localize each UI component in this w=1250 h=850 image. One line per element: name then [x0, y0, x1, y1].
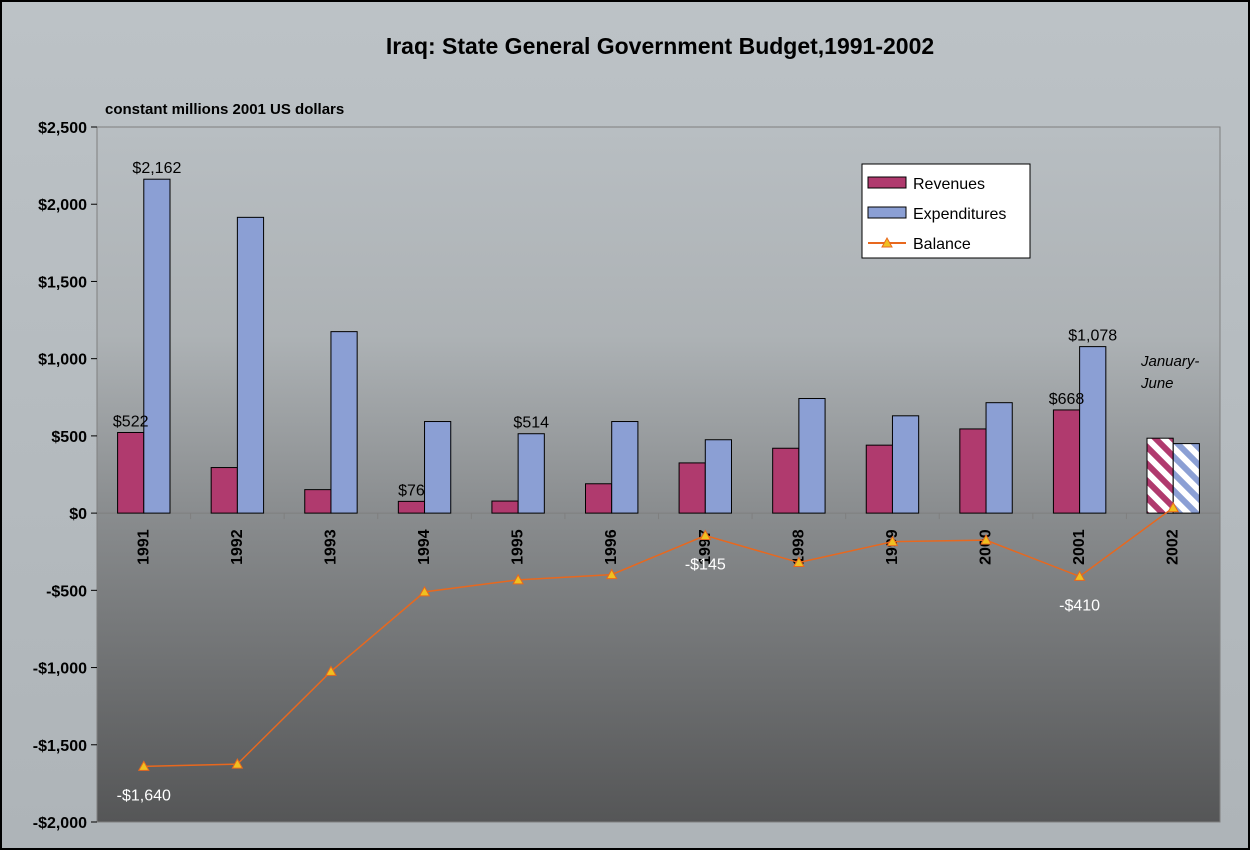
x-tick-label-2000: 2000 [978, 529, 995, 565]
balance-marker-1996 [605, 568, 618, 580]
balance-marker-2000 [980, 534, 992, 545]
data-label-balance-1991: -$1,640 [117, 787, 171, 804]
bar-expenditures-2001 [1079, 346, 1107, 514]
bar-revenues-1998 [772, 447, 800, 514]
bar-revenues-1996 [585, 483, 613, 514]
bar-expenditures-1993 [330, 331, 358, 514]
x-tick-label-2002: 2002 [1165, 529, 1182, 565]
y-tick-label: -$1,000 [33, 661, 87, 678]
bar-revenues-2002 [1146, 437, 1174, 514]
bar-revenues-1995 [491, 500, 519, 514]
data-label-revenues-2001: $668 [1049, 391, 1085, 408]
y-axis-unit-label: constant millions 2001 US dollars [105, 101, 344, 118]
x-tick-label-1993: 1993 [322, 529, 339, 565]
balance-marker-1998 [793, 556, 805, 568]
legend: Revenues Expenditures Balance [861, 163, 1031, 259]
bar-expenditures-1998 [798, 398, 826, 514]
y-tick-label: -$2,000 [33, 815, 87, 832]
data-label-expenditures-2001: $1,078 [1068, 328, 1117, 345]
y-tick-label: $2,000 [38, 197, 87, 214]
data-label-balance-1997: -$145 [685, 557, 726, 574]
bar-expenditures-2002 [1172, 443, 1200, 514]
bar-expenditures-1992 [236, 216, 265, 514]
balance-marker-1992 [231, 758, 244, 769]
bar-revenues-1999 [865, 444, 893, 514]
bar-expenditures-1995 [517, 433, 545, 514]
balance-line [137, 501, 1180, 771]
bars [117, 178, 1200, 514]
y-tick-label: $500 [51, 429, 87, 446]
bar-revenues-1994 [397, 500, 426, 514]
data-label-balance-2001: -$410 [1059, 597, 1100, 614]
y-tick-label: $1,500 [38, 274, 87, 291]
bar-revenues-1992 [210, 467, 238, 514]
x-tick-label-1999: 1999 [884, 529, 901, 565]
bar-revenues-1991 [117, 431, 145, 514]
bar-expenditures-1997 [704, 439, 732, 514]
bar-expenditures-1996 [611, 421, 639, 514]
legend-label-revenues: Revenues [913, 176, 985, 193]
bar-revenues-1993 [304, 489, 332, 514]
balance-marker-1999 [886, 535, 899, 547]
balance-marker-1997 [699, 529, 712, 541]
balance-marker-2002 [1167, 501, 1180, 513]
y-tick-label: $1,000 [38, 352, 87, 369]
legend-swatch-revenues [867, 176, 907, 189]
balance-marker-2001 [1073, 570, 1086, 581]
bar-revenues-1997 [678, 462, 706, 514]
y-tick-label: -$500 [46, 583, 87, 600]
data-labels: $2,162 $522 $76 $514 $1,078 $668 -$1,640 -$145 -… [113, 160, 1117, 804]
y-tick-label: $0 [69, 506, 87, 523]
balance-series-line [143, 507, 1174, 768]
x-tick-label-2001: 2001 [1071, 529, 1088, 565]
x-tick-label-1995: 1995 [510, 529, 527, 565]
bar-expenditures-2000 [985, 402, 1013, 514]
plot-area [96, 126, 1221, 823]
legend-label-expenditures: Expenditures [913, 206, 1006, 223]
bar-revenues-2000 [959, 428, 987, 514]
legend-swatch-expenditures [867, 206, 907, 219]
annotation-line: January- [1140, 353, 1199, 370]
chart-title: Iraq: State General Government Budget,19… [386, 33, 934, 59]
balance-marker-1994 [418, 585, 431, 597]
y-tick-label: $2,500 [38, 120, 87, 137]
bar-revenues-2001 [1052, 409, 1081, 514]
x-tick-label-1998: 1998 [790, 529, 807, 565]
bar-expenditures-1999 [891, 415, 920, 514]
balance-marker-1995 [512, 573, 524, 585]
x-tick-label-1991: 1991 [135, 529, 152, 565]
y-tick-label: -$1,500 [33, 738, 87, 755]
bar-expenditures-1991 [143, 178, 171, 514]
data-label-revenues-1991: $522 [113, 413, 149, 430]
balance-marker-1993 [325, 665, 337, 676]
x-tick-label-1994: 1994 [416, 529, 433, 565]
x-tick-label-1996: 1996 [603, 529, 620, 565]
data-label-expenditures-1995: $514 [513, 415, 549, 432]
x-tick-label-1992: 1992 [229, 529, 246, 565]
annotation-january-june: January- June [1140, 353, 1199, 392]
bar-expenditures-1994 [424, 421, 452, 514]
y-axis: $2,500 $2,000 $1,500 $1,000 $500 $0 -$500 -$1,0… [33, 120, 97, 832]
data-label-revenues-1994: $76 [398, 482, 425, 499]
balance-marker-1991 [137, 760, 150, 771]
legend-swatch-balance-marker [881, 236, 893, 248]
legend-label-balance: Balance [913, 236, 971, 253]
data-label-expenditures-1991: $2,162 [132, 160, 181, 177]
annotation-line: June [1140, 375, 1174, 392]
